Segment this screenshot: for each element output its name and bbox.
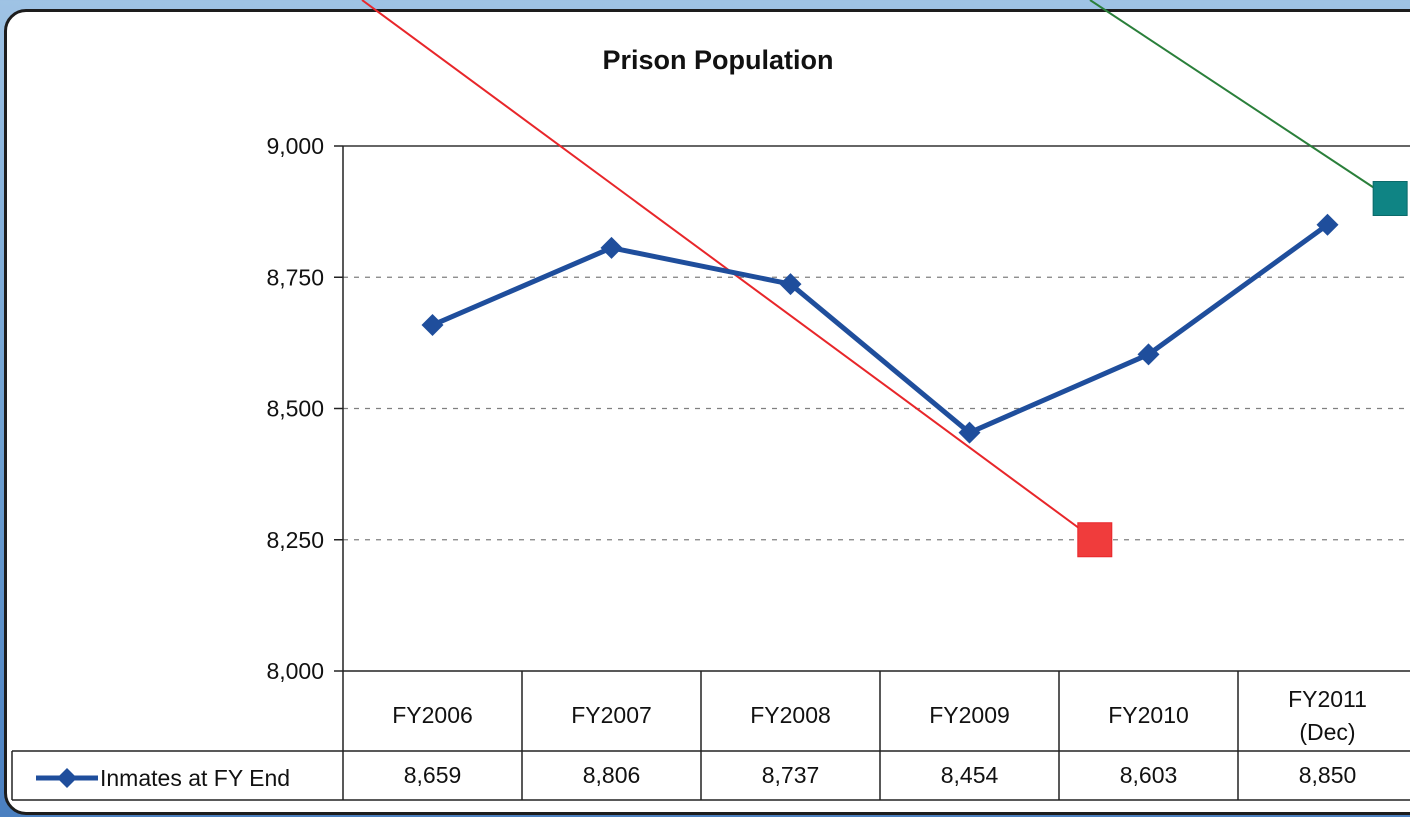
red-square-marker [1077,522,1113,558]
data-point [1137,343,1160,366]
data-table: FY2006 FY2007 FY2008 FY2009 FY2010 FY2011 (Dec… [11,671,1410,801]
data-label: 8,806 [583,762,641,788]
x-tick-label: FY2008 [750,702,831,728]
data-label: 8,454 [941,762,999,788]
data-point [1316,213,1339,236]
x-tick-label: FY2006 [392,702,473,728]
chart-frame [4,9,1410,815]
x-tick-label: FY2007 [571,702,652,728]
x-tick-label: FY2009 [929,702,1010,728]
data-point [958,421,981,444]
gridlines [343,276,1410,541]
data-label: 8,603 [1120,762,1178,788]
chart-title: Prison Population [602,45,833,75]
data-point [779,273,802,296]
data-label: 8,850 [1299,762,1357,788]
legend-series-name: Inmates at FY End [100,765,290,791]
x-tick-label: FY2011 (Dec) [1288,686,1367,745]
green-pointer-line [1089,0,1391,200]
y-tick-label: 8,500 [266,396,324,422]
y-tick-label: 9,000 [266,133,324,159]
series-line [431,222,1329,436]
y-tick-label: 8,250 [266,527,324,553]
legend-marker [57,768,77,788]
data-point [600,236,623,259]
teal-square-marker [1372,181,1408,216]
data-label: 8,737 [762,762,820,788]
y-tick-labels: 8,000 8,250 8,500 8,750 9,000 [266,133,324,684]
data-label: 8,659 [404,762,462,788]
data-point [421,314,444,337]
series-inmates [421,213,1339,444]
x-tick-label: FY2010 [1108,702,1189,728]
y-tick-label: 8,750 [266,264,324,290]
axes [334,145,1410,672]
y-tick-label: 8,000 [266,658,324,684]
